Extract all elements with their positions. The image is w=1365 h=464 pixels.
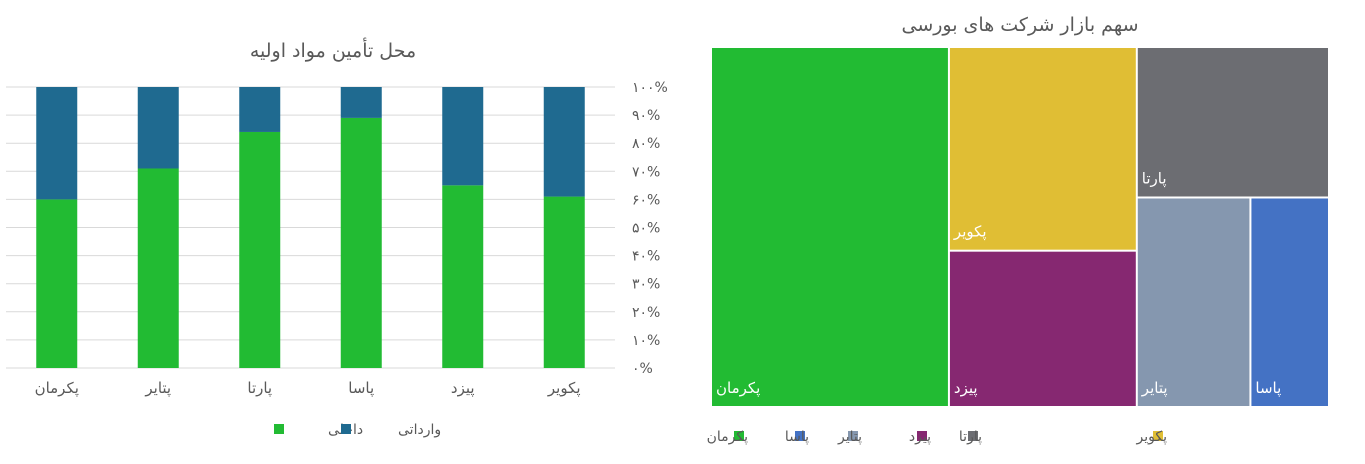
legend-label: پیزد [909,429,931,445]
bar-segment [137,87,179,169]
legend-swatch-imported [341,424,351,434]
bar-chart-bars [36,87,585,368]
legend-swatch [917,431,927,441]
bar-segment [543,87,585,197]
legend-label: پتایر [837,429,862,445]
legend-label: پاسا [785,429,809,445]
treemap-cell-label: پیزد [954,379,978,398]
y-tick-label: ۷۰% [632,164,660,180]
legend-label-imported: وارداتی [398,422,441,438]
bar-chart-gridlines [6,86,615,369]
treemap-cell [949,48,1136,250]
x-category-label: پیزد [451,379,475,398]
y-tick-label: ۴۰% [632,249,660,265]
treemap-legend: پتایر پاسا پکرمان پارتا پیزد پکویر [707,429,1168,445]
bar-segment [137,168,179,368]
x-category-label: پکرمان [35,379,79,398]
legend-swatch [1153,431,1163,441]
treemap-title: سهم بازار شرکت های بورسی [901,14,1138,36]
market-share-treemap: سهم بازار شرکت های بورسی پکرمان پکویر پیزد… [707,14,1328,445]
bar-segment [239,131,281,368]
bar-chart-y-axis: ۰% ۱۰% ۲۰% ۳۰% ۴۰% ۵۰% ۶۰% ۷۰% ۸۰% ۹۰% ۱۰۰% [632,80,668,377]
bar-segment [36,199,78,368]
bar-segment [340,87,382,118]
x-category-label: پکویر [547,379,581,398]
legend-swatch [734,431,744,441]
y-tick-label: ۸۰% [632,136,660,152]
raw-material-source-chart: محل تأمین مواد اولیه ۰% ۱۰% ۲۰% ۳۰% ۴۰% ۵۰% ۶۰… [6,37,668,438]
treemap-cell [712,48,948,406]
legend-label: پکویر [1136,429,1168,445]
legend-swatch [795,431,805,441]
y-tick-label: ۹۰% [632,108,660,124]
treemap-cell-label: پاسا [1255,379,1281,398]
treemap-cell [1137,198,1250,406]
x-category-label: پتایر [144,379,171,398]
treemap-cell [1251,198,1328,406]
y-tick-label: ۶۰% [632,192,660,208]
bar-segment [442,87,484,186]
treemap-cell-label: پتایر [1141,379,1168,398]
x-category-label: پاسا [348,379,374,398]
bar-segment [239,87,281,132]
y-tick-label: ۱۰۰% [632,80,668,96]
treemap-cell [949,251,1136,406]
legend-swatch [848,431,858,441]
treemap-cell-label: پکویر [953,223,987,242]
treemap-cells: پکرمان پکویر پیزد پارتا پتایر پاسا [712,48,1328,406]
legend-swatch-domestic [274,424,284,434]
treemap-cell [1137,48,1328,197]
bar-segment [36,87,78,200]
bar-chart-title: محل تأمین مواد اولیه [250,37,416,62]
legend-label: پکرمان [707,429,749,445]
treemap-cell-label: پارتا [1142,169,1167,188]
y-tick-label: ۳۰% [632,277,660,293]
y-tick-label: ۱۰% [632,333,660,349]
bar-segment [340,117,382,368]
bar-segment [442,185,484,368]
y-tick-label: ۵۰% [632,221,660,237]
x-category-label: پارتا [247,379,272,398]
y-tick-label: ۰% [632,361,653,377]
treemap-cell-label: پکرمان [716,379,760,398]
bar-chart-legend: داخلیوارداتی [274,422,441,438]
legend-label: پارتا [959,429,982,445]
y-tick-label: ۲۰% [632,305,660,321]
legend-swatch [968,431,978,441]
bar-segment [543,196,585,368]
bar-chart-x-axis: پکرمان پتایر پارتا پاسا پیزد پکویر [35,379,581,398]
